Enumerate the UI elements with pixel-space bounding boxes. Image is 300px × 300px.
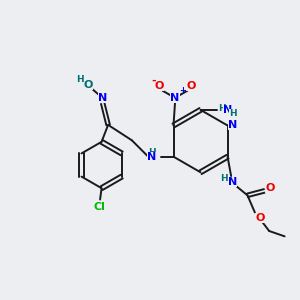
Text: H: H: [218, 104, 226, 113]
Text: +: +: [179, 86, 187, 95]
Text: O: O: [265, 183, 274, 193]
Text: N: N: [223, 105, 232, 115]
Text: Cl: Cl: [94, 202, 105, 212]
Text: H: H: [229, 109, 236, 118]
Text: N: N: [147, 152, 156, 162]
Text: O: O: [186, 81, 196, 91]
Text: -: -: [151, 76, 156, 86]
Text: H: H: [148, 148, 156, 157]
Text: O: O: [154, 81, 164, 91]
Text: H: H: [76, 75, 83, 84]
Text: N: N: [228, 121, 237, 130]
Text: O: O: [255, 213, 265, 223]
Text: N: N: [170, 93, 180, 103]
Text: N: N: [228, 177, 237, 187]
Text: O: O: [84, 80, 93, 90]
Text: N: N: [98, 93, 107, 103]
Text: H: H: [220, 175, 228, 184]
